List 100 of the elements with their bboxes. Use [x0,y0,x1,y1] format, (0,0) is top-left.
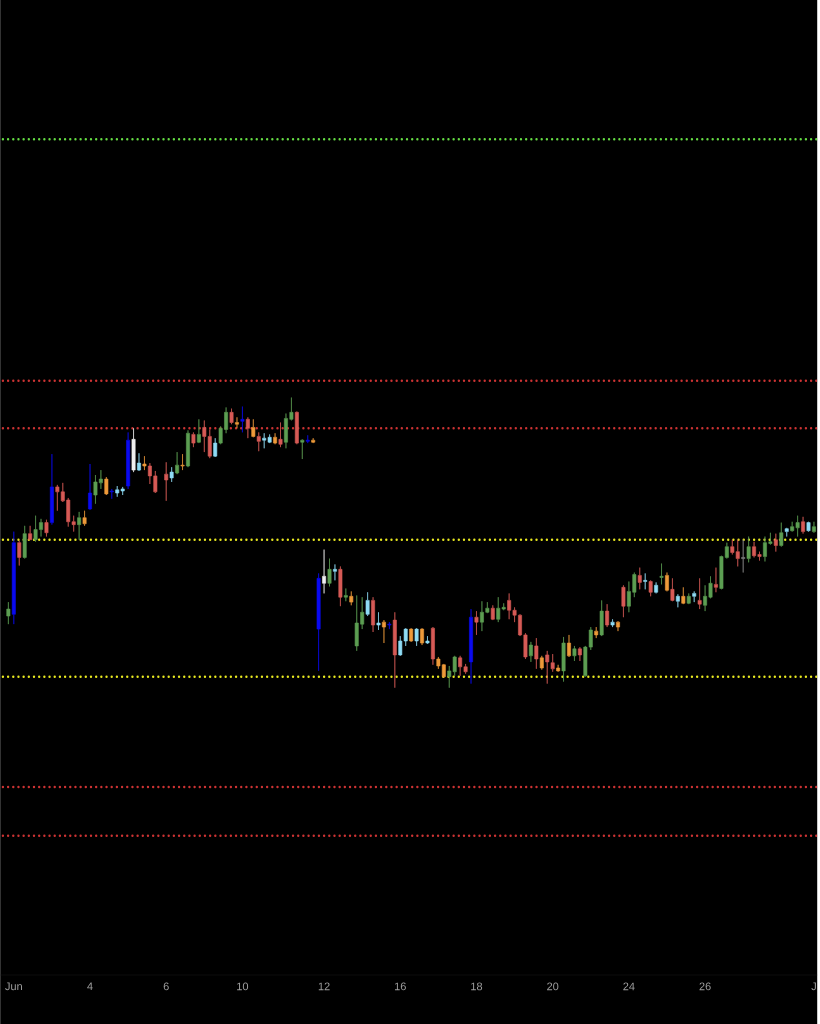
x-tick-label: 16 [394,982,406,991]
candlestick [6,601,11,625]
candlestick [806,521,811,532]
x-tick-label: 4 [87,982,93,991]
candlestick [191,432,196,448]
candlestick [469,608,473,684]
candlestick [665,572,669,592]
candlestick [387,621,392,630]
candlestick [409,627,414,643]
candlestick [245,416,250,439]
candlestick [77,511,82,541]
candlestick [556,664,561,673]
candlestick [180,453,185,471]
x-tick-label: 20 [547,982,559,991]
candlestick [561,636,566,682]
candlestick [670,578,675,602]
candlestick [316,573,321,672]
candlestick [376,611,381,631]
candlestick [599,600,604,637]
candlestick [474,610,479,636]
candlestick [648,580,653,597]
x-tick-label: 26 [699,982,711,991]
candlestick [382,619,386,644]
candlestick [164,461,169,502]
candlestick [142,455,147,471]
candlestick [305,434,310,444]
candlestick [534,637,539,670]
candlestick [333,564,337,581]
candlestick [88,463,92,511]
candlestick [801,516,805,534]
candlestick [44,519,49,537]
candlestick [659,563,664,585]
candlestick [784,527,789,537]
candlestick [322,549,326,594]
candlestick [572,645,577,662]
candlestick [213,437,218,458]
candlestick [175,451,180,475]
candlestick [539,655,544,671]
candlestick [610,618,615,628]
candlestick [240,406,245,433]
candlestick [104,476,109,496]
candlestick [779,522,784,547]
candlestick [229,408,234,425]
candlestick [186,430,190,468]
x-tick-label: J [811,982,816,991]
candlestick [256,432,261,452]
candlestick [109,488,114,500]
candlestick [392,611,397,689]
candlestick [430,626,435,666]
candlestick [773,533,778,552]
x-tick-label: 24 [623,982,635,991]
candlestick [251,419,256,438]
candlestick [697,578,702,610]
candlestick [654,582,659,594]
candlestick [300,439,305,460]
candlestick [338,566,343,607]
candlestick [17,540,22,566]
candlestick [365,591,370,617]
candlestick [686,593,691,605]
x-tick-label: 10 [237,982,249,991]
candlestick [82,510,87,527]
candlestick [137,452,141,472]
candlestick [371,596,375,633]
candlestick [528,641,533,663]
candlestick [490,605,495,621]
candlestick [594,626,599,639]
candlestick [425,635,430,645]
candlestick [605,603,610,628]
candlestick [22,525,27,559]
candlestick [420,627,424,646]
candlestick [126,432,131,490]
candlestick [414,627,419,647]
candlestick [131,428,136,473]
candlestick [812,521,816,534]
candlestick [196,419,201,444]
candlestick [28,525,33,541]
candlestick [343,588,348,602]
candlestick [621,584,626,618]
candlestick [741,539,746,573]
x-tick-label: Jun [5,982,22,991]
candlestick [567,634,571,658]
x-tick-label: 18 [471,982,483,991]
x-tick-label: 6 [163,982,169,991]
candlestick [577,646,582,662]
candlestick [278,422,283,448]
candlestick [681,587,686,605]
candlestick [311,437,316,444]
candlestick [616,620,620,632]
candlestick [692,591,697,603]
candlestick [746,536,751,563]
candlestick [327,558,332,587]
candlestick [637,567,642,590]
x-tick-label: 12 [318,982,330,991]
candlestick [169,466,174,483]
candlestick [675,593,680,608]
candlestick [643,573,648,590]
candlestick [273,432,278,445]
candlestick [235,416,239,429]
candlestick [714,567,718,593]
candlestick [49,453,54,525]
